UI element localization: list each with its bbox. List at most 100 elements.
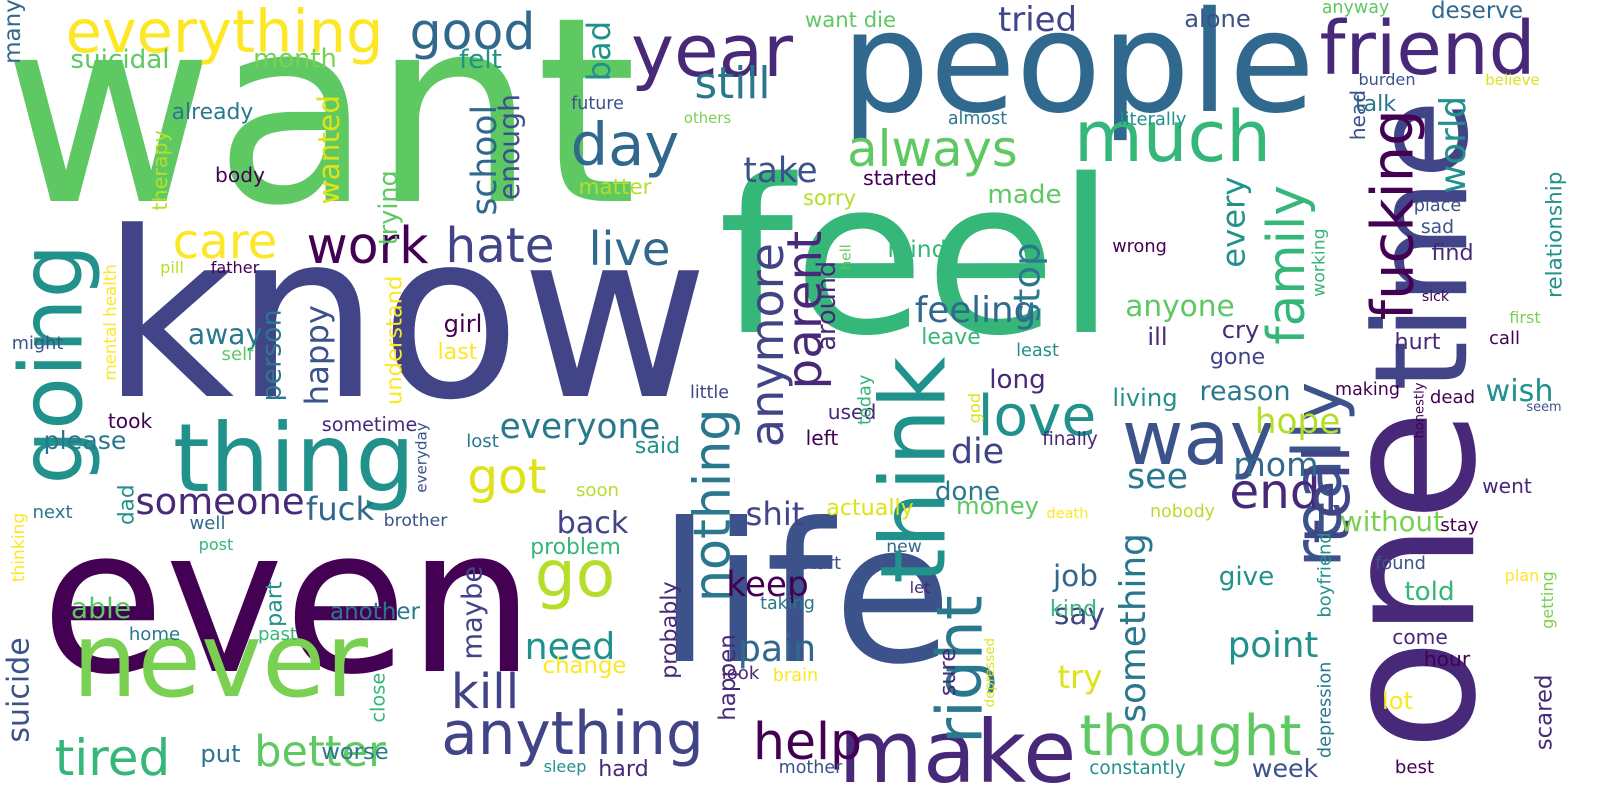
- word-problem: problem: [530, 535, 621, 561]
- word-brother: brother: [383, 511, 448, 532]
- word-close: close: [366, 673, 390, 723]
- word-left: left: [805, 425, 839, 450]
- word-sick: sick: [1421, 288, 1450, 305]
- word-maybe: maybe: [457, 565, 489, 660]
- word-hope: hope: [1254, 402, 1341, 443]
- word-need: need: [524, 624, 616, 668]
- word-still: still: [694, 59, 771, 110]
- word-hour: hour: [1423, 646, 1471, 671]
- word-leave: leave: [921, 324, 981, 350]
- word-every: every: [1214, 176, 1253, 268]
- word-mind: mind: [887, 234, 947, 263]
- word-trying: trying: [374, 169, 405, 246]
- word-always: always: [847, 120, 1018, 179]
- word-want-die: want die: [804, 6, 897, 32]
- word-working: working: [1309, 228, 1330, 297]
- word-lost: lost: [466, 431, 499, 453]
- word-sorry: sorry: [802, 185, 857, 210]
- word-shit: shit: [745, 494, 805, 533]
- word-look: look: [721, 662, 760, 684]
- word-said: said: [634, 432, 681, 459]
- word-give: give: [1218, 562, 1275, 593]
- word-change: change: [542, 652, 627, 679]
- word-found: found: [1375, 554, 1426, 575]
- word-living: living: [1112, 383, 1178, 412]
- word-depressed: depressed: [982, 637, 998, 708]
- word-scared: scared: [1531, 674, 1558, 751]
- word-sure: sure: [934, 648, 961, 697]
- word-making: making: [1335, 380, 1400, 401]
- word-stay: stay: [1440, 514, 1479, 536]
- word-brain: brain: [772, 666, 819, 687]
- word-anyway: anyway: [1321, 0, 1390, 19]
- word-might: might: [11, 334, 64, 355]
- word-week: week: [1251, 754, 1319, 784]
- word-probably: probably: [656, 581, 683, 679]
- word-wrong: wrong: [1112, 237, 1167, 258]
- word-point: point: [1227, 625, 1319, 667]
- word-head: head: [1345, 89, 1370, 141]
- word-thought: thought: [1079, 704, 1302, 770]
- word-please: please: [43, 426, 127, 456]
- word-ill: ill: [1147, 323, 1168, 352]
- word-used: used: [827, 399, 877, 424]
- word-seem: seem: [1526, 399, 1562, 415]
- word-suicidal: suicidal: [70, 44, 170, 75]
- word-father: father: [210, 257, 260, 277]
- word-help: help: [753, 712, 862, 772]
- word-feeling: feeling: [914, 290, 1037, 332]
- word-year: year: [631, 10, 793, 95]
- word-much: much: [1073, 95, 1272, 179]
- word-nobody: nobody: [1149, 502, 1216, 523]
- word-come: come: [1392, 625, 1448, 650]
- word-done: done: [934, 477, 1001, 508]
- word-dead: dead: [1429, 386, 1476, 408]
- word-last: last: [437, 339, 478, 366]
- word-work: work: [306, 215, 429, 275]
- word-stop: stop: [1005, 242, 1049, 323]
- word-hate: hate: [445, 217, 555, 274]
- word-find: find: [1431, 240, 1474, 267]
- word-matter: matter: [578, 175, 652, 201]
- word-thinking: thinking: [9, 512, 30, 583]
- word-tried: tried: [997, 0, 1077, 39]
- word-try: try: [1057, 658, 1103, 697]
- word-post: post: [198, 534, 234, 554]
- word-day: day: [570, 109, 680, 179]
- word-mental-health: mental health: [99, 264, 120, 381]
- word-keep: keep: [726, 565, 809, 606]
- word-anything: anything: [441, 700, 704, 770]
- word-away: away: [187, 318, 263, 352]
- word-mother: mother: [778, 758, 843, 779]
- word-start: start: [799, 554, 842, 575]
- word-relationship: relationship: [1542, 171, 1568, 299]
- word-feel: feel: [718, 135, 1116, 384]
- word-never: never: [72, 601, 368, 722]
- word-world: world: [1433, 96, 1475, 194]
- word-good: good: [409, 2, 536, 62]
- word-past: past: [257, 623, 298, 645]
- word-already: already: [171, 99, 254, 125]
- word-kind: kind: [1049, 595, 1098, 622]
- word-future: future: [571, 94, 624, 115]
- word-therapy: therapy: [147, 129, 172, 211]
- word-lot: lot: [1381, 687, 1413, 716]
- word-gone: gone: [1209, 344, 1266, 371]
- word-body: body: [215, 162, 265, 187]
- word-took: took: [107, 408, 153, 433]
- word-boyfriend: boyfriend: [1315, 532, 1337, 618]
- word-wish: wish: [1485, 374, 1554, 410]
- word-understand: understand: [381, 275, 408, 405]
- word-make: make: [838, 702, 1077, 800]
- word-soon: soon: [575, 479, 620, 501]
- word-hard: hard: [598, 756, 649, 783]
- word-let: let: [909, 577, 931, 597]
- word-almost: almost: [947, 109, 1008, 130]
- word-money: money: [956, 491, 1039, 520]
- word-everyone: everyone: [499, 406, 661, 447]
- word-went: went: [1482, 473, 1532, 498]
- word-everyday: everyday: [412, 422, 431, 493]
- word-best: best: [1394, 756, 1435, 778]
- word-god: god: [964, 392, 984, 424]
